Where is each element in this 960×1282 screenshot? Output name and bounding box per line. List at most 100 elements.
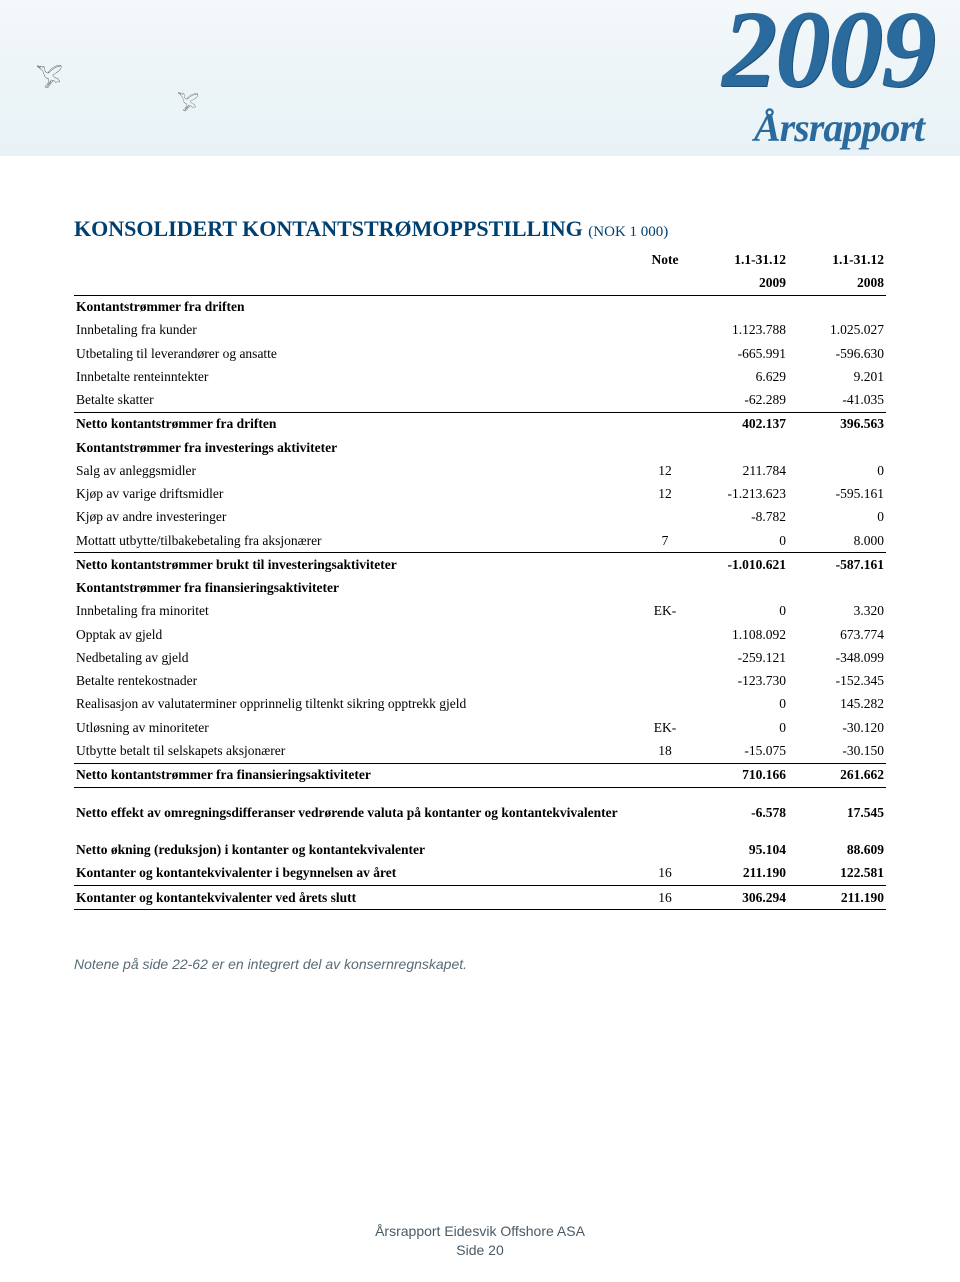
row-label: Innbetaling fra minoritet xyxy=(74,600,640,623)
row-note: EK- xyxy=(640,600,690,623)
table-row: Netto kontantstrømmer fra driften402.137… xyxy=(74,412,886,436)
row-note: 16 xyxy=(640,862,690,886)
page-content: KONSOLIDERT KONTANTSTRØMOPPSTILLING (NOK… xyxy=(0,156,960,972)
row-value-2009: 1.123.788 xyxy=(690,319,788,342)
row-label: Kontanter og kontantekvivalenter i begyn… xyxy=(74,862,640,886)
row-label: Netto kontantstrømmer fra finansieringsa… xyxy=(74,763,640,787)
row-value-2008: -30.120 xyxy=(788,716,886,739)
row-label: Betalte skatter xyxy=(74,389,640,413)
table-row: Netto effekt av omregningsdifferanser ve… xyxy=(74,801,886,824)
row-value-2009: 1.108.092 xyxy=(690,623,788,646)
row-note xyxy=(640,365,690,388)
row-value-2009: -1.010.621 xyxy=(690,553,788,577)
table-row: Kontantstrømmer fra investerings aktivit… xyxy=(74,436,886,459)
table-row: Kjøp av varige driftsmidler12-1.213.623-… xyxy=(74,483,886,506)
table-row xyxy=(74,787,886,801)
table-row: Innbetalte renteinntekter 6.6299.201 xyxy=(74,365,886,388)
row-note xyxy=(640,506,690,529)
row-label: Kontantstrømmer fra finansieringsaktivit… xyxy=(74,577,640,600)
row-value-2008: 8.000 xyxy=(788,529,886,553)
row-label: Salg av anleggsmidler xyxy=(74,459,640,482)
row-value-2008 xyxy=(788,436,886,459)
row-label: Kontantstrømmer fra driften xyxy=(74,295,640,319)
banner-subtitle: Årsrapport xyxy=(754,104,924,151)
row-note xyxy=(640,623,690,646)
row-value-2009 xyxy=(690,295,788,319)
table-row: Betalte rentekostnader-123.730-152.345 xyxy=(74,670,886,693)
row-value-2009: 0 xyxy=(690,600,788,623)
row-note: 18 xyxy=(640,739,690,763)
row-value-2009 xyxy=(690,436,788,459)
row-value-2008 xyxy=(788,295,886,319)
col-header-period2-b: 2008 xyxy=(788,271,886,295)
footer-line-1: Årsrapport Eidesvik Offshore ASA xyxy=(0,1222,960,1241)
row-note xyxy=(640,553,690,577)
row-value-2008: -41.035 xyxy=(788,389,886,413)
row-value-2009: 211.190 xyxy=(690,862,788,886)
row-note xyxy=(640,839,690,862)
row-label: Opptak av gjeld xyxy=(74,623,640,646)
row-value-2009: 402.137 xyxy=(690,412,788,436)
row-value-2009: -62.289 xyxy=(690,389,788,413)
row-value-2009: 0 xyxy=(690,529,788,553)
bird-icon: 𓅯 xyxy=(177,85,201,117)
table-row: Kjøp av andre investeringer-8.7820 xyxy=(74,506,886,529)
table-row: Netto økning (reduksjon) i kontanter og … xyxy=(74,839,886,862)
table-row: Utbytte betalt til selskapets aksjonærer… xyxy=(74,739,886,763)
table-row: Salg av anleggsmidler12211.7840 xyxy=(74,459,886,482)
title-main: KONSOLIDERT KONTANTSTRØMOPPSTILLING xyxy=(74,216,583,241)
table-row: Opptak av gjeld 1.108.092673.774 xyxy=(74,623,886,646)
col-header-period2-a: 1.1-31.12 xyxy=(788,248,886,271)
table-row: Kontanter og kontantekvivalenter ved åre… xyxy=(74,886,886,910)
table-row: Innbetaling fra kunder1.123.7881.025.027 xyxy=(74,319,886,342)
row-label: Innbetalte renteinntekter xyxy=(74,365,640,388)
row-value-2008: -595.161 xyxy=(788,483,886,506)
row-label: Netto effekt av omregningsdifferanser ve… xyxy=(74,801,640,824)
row-value-2008: 673.774 xyxy=(788,623,886,646)
row-value-2009: 0 xyxy=(690,716,788,739)
row-value-2009: -259.121 xyxy=(690,646,788,669)
row-note xyxy=(640,295,690,319)
row-value-2008: -152.345 xyxy=(788,670,886,693)
row-label: Kontantstrømmer fra investerings aktivit… xyxy=(74,436,640,459)
table-row: Netto kontantstrømmer fra finansieringsa… xyxy=(74,763,886,787)
row-value-2008: -30.150 xyxy=(788,739,886,763)
row-value-2009: -6.578 xyxy=(690,801,788,824)
row-label: Kontanter og kontantekvivalenter ved åre… xyxy=(74,886,640,910)
table-row: Realisasjon av valutaterminer opprinneli… xyxy=(74,693,886,716)
row-value-2009: 6.629 xyxy=(690,365,788,388)
table-row: Utløsning av minoriteterEK-0-30.120 xyxy=(74,716,886,739)
row-value-2008: 261.662 xyxy=(788,763,886,787)
row-value-2009: 95.104 xyxy=(690,839,788,862)
row-note xyxy=(640,646,690,669)
row-value-2008: 88.609 xyxy=(788,839,886,862)
row-label: Betalte rentekostnader xyxy=(74,670,640,693)
row-label: Utløsning av minoriteter xyxy=(74,716,640,739)
row-label: Kjøp av varige driftsmidler xyxy=(74,483,640,506)
row-value-2009: -665.991 xyxy=(690,342,788,365)
row-value-2008: 122.581 xyxy=(788,862,886,886)
table-row: Mottatt utbytte/tilbakebetaling fra aksj… xyxy=(74,529,886,553)
row-note xyxy=(640,693,690,716)
page-footer: Årsrapport Eidesvik Offshore ASA Side 20 xyxy=(0,1222,960,1260)
banner-year: 2009 xyxy=(722,0,934,113)
row-value-2009 xyxy=(690,577,788,600)
footnote: Notene på side 22-62 er en integrert del… xyxy=(74,956,886,972)
row-label: Nedbetaling av gjeld xyxy=(74,646,640,669)
row-note xyxy=(640,319,690,342)
row-note: 16 xyxy=(640,886,690,910)
row-value-2009: 0 xyxy=(690,693,788,716)
row-value-2008: 396.563 xyxy=(788,412,886,436)
row-value-2008: 211.190 xyxy=(788,886,886,910)
table-row: Betalte skatter -62.289-41.035 xyxy=(74,389,886,413)
table-row: Innbetaling fra minoritetEK-03.320 xyxy=(74,600,886,623)
title-sub: (NOK 1 000) xyxy=(588,224,668,240)
row-label: Mottatt utbytte/tilbakebetaling fra aksj… xyxy=(74,529,640,553)
row-value-2008: 9.201 xyxy=(788,365,886,388)
row-note xyxy=(640,801,690,824)
row-label: Realisasjon av valutaterminer opprinneli… xyxy=(74,693,640,716)
row-value-2009: -8.782 xyxy=(690,506,788,529)
cashflow-table: Note 1.1-31.12 1.1-31.12 2009 2008 Konta… xyxy=(74,248,886,910)
row-label: Utbetaling til leverandører og ansatte xyxy=(74,342,640,365)
row-note: 12 xyxy=(640,459,690,482)
